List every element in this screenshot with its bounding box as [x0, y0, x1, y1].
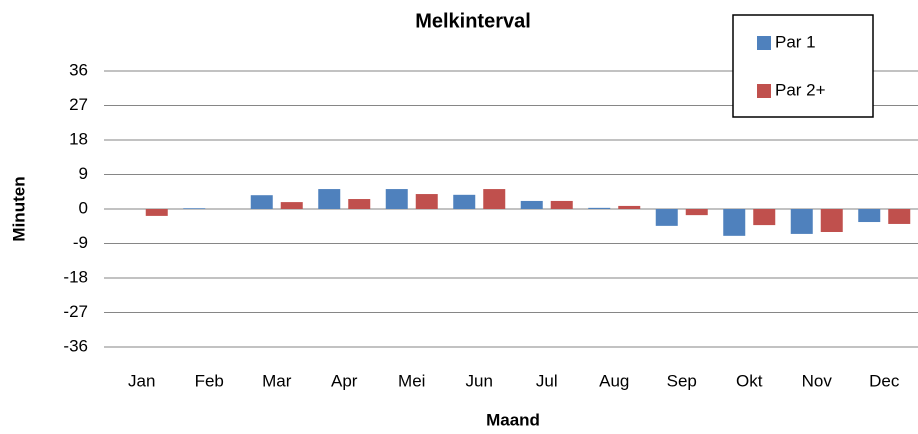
bar — [723, 209, 746, 236]
bar — [550, 200, 573, 209]
bar — [520, 200, 543, 209]
y-tick-label: 9 — [79, 164, 88, 183]
bar — [250, 195, 273, 209]
bar — [318, 189, 341, 209]
bar — [183, 208, 206, 209]
x-tick-label: Jun — [466, 371, 493, 390]
bar — [685, 209, 708, 216]
legend-label: Par 2+ — [775, 80, 826, 99]
bar — [483, 189, 506, 209]
x-tick-label: Apr — [331, 371, 358, 390]
y-tick-label: -9 — [73, 233, 88, 252]
y-tick-label: -36 — [63, 336, 88, 355]
x-tick-label: Sep — [667, 371, 697, 390]
x-tick-label: Nov — [802, 371, 833, 390]
bar — [348, 199, 371, 209]
legend-label: Par 1 — [775, 32, 816, 51]
x-tick-label: Jul — [536, 371, 558, 390]
x-tick-label: Jan — [128, 371, 155, 390]
bar — [618, 205, 641, 209]
bar — [753, 209, 776, 226]
y-tick-label: -18 — [63, 267, 88, 286]
x-tick-label: Aug — [599, 371, 629, 390]
bar — [588, 207, 611, 209]
bar — [145, 209, 168, 216]
legend-box — [732, 14, 874, 118]
x-tick-label: Okt — [736, 371, 763, 390]
bar — [453, 194, 476, 209]
y-axis-label: Minuten — [9, 176, 28, 241]
x-tick-label: Mei — [398, 371, 425, 390]
bar — [858, 209, 881, 223]
bar — [820, 209, 843, 232]
x-tick-label: Mar — [262, 371, 292, 390]
bar — [888, 209, 911, 224]
bar — [415, 194, 438, 209]
y-tick-label: 18 — [69, 129, 88, 148]
bar — [655, 209, 678, 226]
bar — [790, 209, 813, 234]
y-tick-label: 27 — [69, 95, 88, 114]
bar — [385, 189, 408, 209]
y-tick-label: 0 — [79, 198, 88, 217]
legend-swatch — [757, 36, 771, 50]
x-tick-label: Dec — [869, 371, 900, 390]
chart-title: Melkinterval — [415, 10, 531, 32]
y-tick-label: -27 — [63, 302, 88, 321]
x-axis-label: Maand — [486, 410, 540, 429]
bar — [280, 202, 303, 209]
x-tick-label: Feb — [195, 371, 224, 390]
y-tick-label: 36 — [69, 60, 88, 79]
legend-swatch — [757, 84, 771, 98]
